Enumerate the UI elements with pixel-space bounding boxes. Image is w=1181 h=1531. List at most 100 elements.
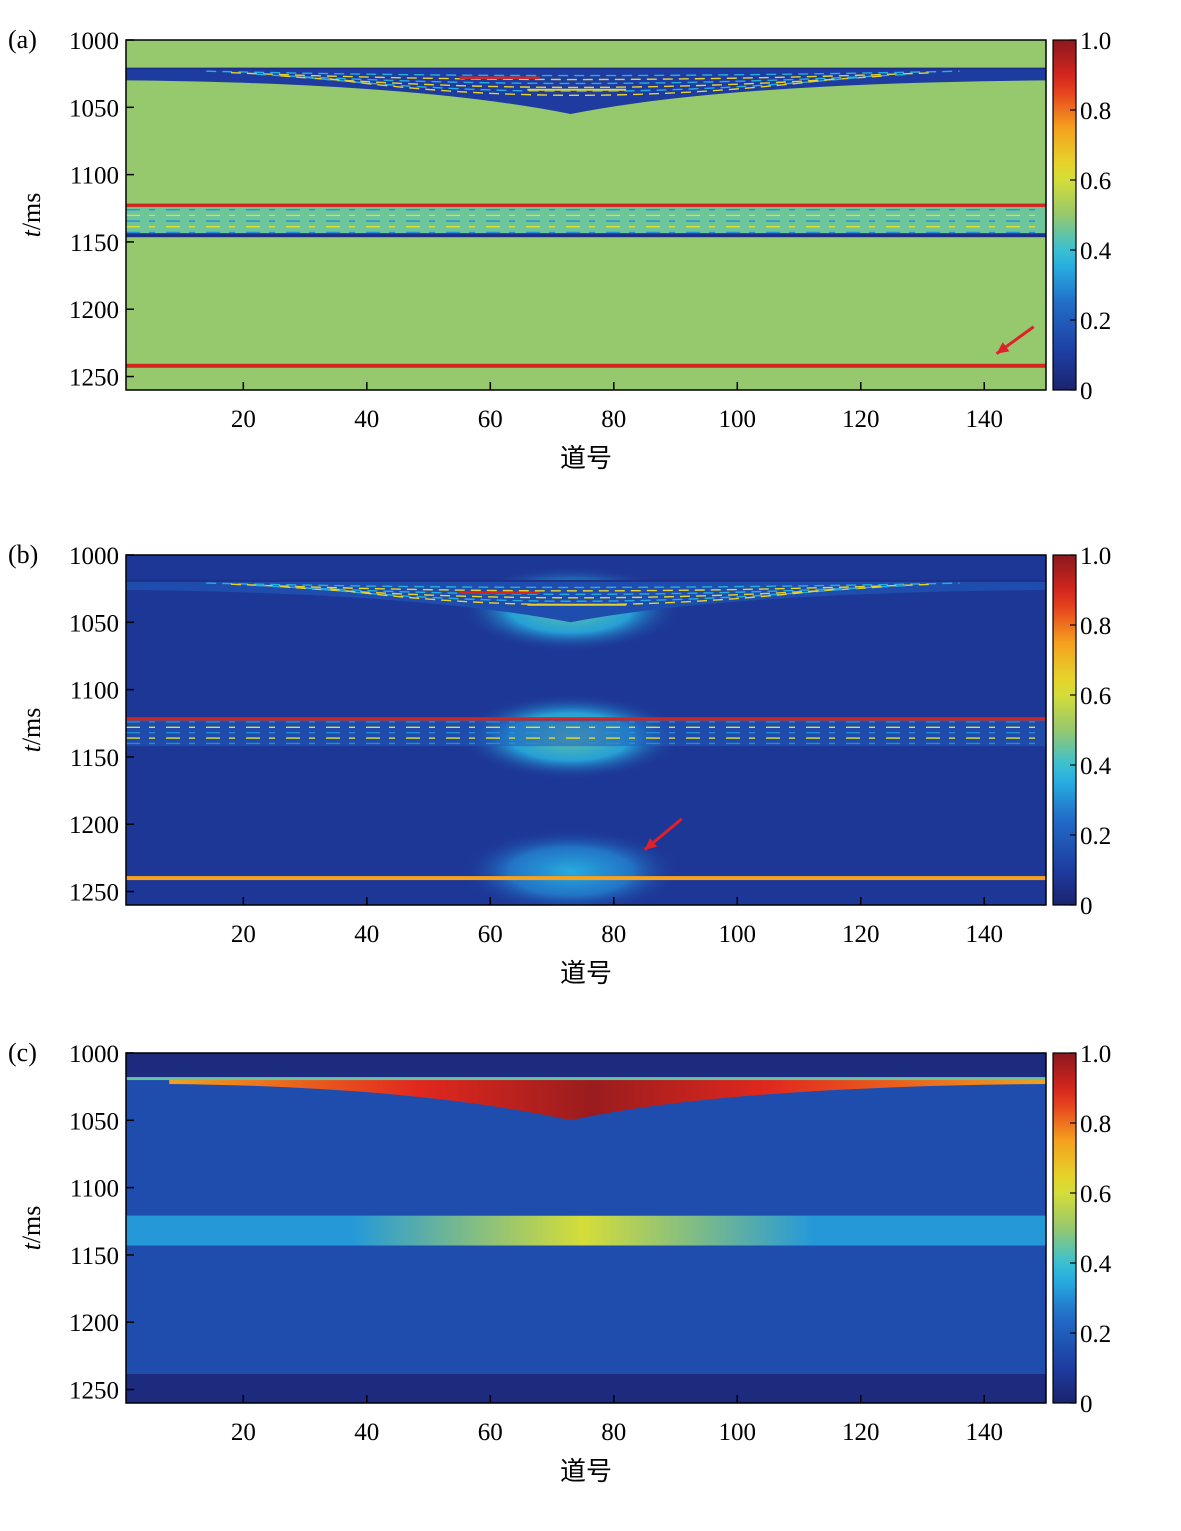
colorbar-tick-label: 0.8 bbox=[1080, 98, 1111, 125]
x-tick-label: 40 bbox=[354, 1419, 379, 1446]
x-tick-label: 80 bbox=[601, 1419, 626, 1446]
heatmap-band bbox=[126, 719, 1046, 747]
colorbar bbox=[1052, 554, 1077, 906]
colorbar-tick-label: 0.2 bbox=[1080, 308, 1111, 335]
wedge-texture-line bbox=[280, 585, 886, 599]
x-tick-label: 60 bbox=[478, 921, 503, 948]
colorbar-tick-label: 0.6 bbox=[1080, 1181, 1111, 1208]
x-tick-label: 60 bbox=[478, 1419, 503, 1446]
arrow-head bbox=[996, 342, 1010, 354]
colorbar-tick-label: 1.0 bbox=[1080, 28, 1111, 55]
colorbar-tick-label: 0.4 bbox=[1080, 1251, 1112, 1278]
y-tick-label: 1150 bbox=[70, 745, 119, 772]
y-tick-label: 1100 bbox=[70, 678, 119, 705]
colorbar bbox=[1052, 39, 1077, 391]
heatmap-layer bbox=[126, 1053, 1046, 1079]
wedge-texture-line bbox=[329, 78, 837, 96]
x-tick-label: 140 bbox=[966, 1419, 1004, 1446]
x-tick-label: 40 bbox=[354, 921, 379, 948]
y-tick-label: 1050 bbox=[69, 610, 119, 637]
x-axis-title: 道号 bbox=[560, 959, 612, 988]
x-tick-label: 80 bbox=[601, 921, 626, 948]
x-tick-label: 60 bbox=[478, 406, 503, 433]
horizon-line bbox=[126, 1077, 1046, 1081]
x-tick-label: 100 bbox=[719, 406, 757, 433]
wedge-texture-line bbox=[255, 73, 911, 85]
y-axis-title: t/ms bbox=[17, 708, 46, 753]
y-tick-label: 1050 bbox=[69, 1108, 119, 1135]
heatmap-chart-c: 20 40 60 80 100 120 140 1000 1050 1100 1150 1200 125… bbox=[8, 1038, 1112, 1486]
wedge-texture-line bbox=[206, 582, 960, 589]
x-tick-label: 40 bbox=[354, 406, 379, 433]
wedge-texture-line bbox=[230, 583, 935, 592]
colorbar-tick-label: 0.2 bbox=[1080, 823, 1111, 850]
plot-frame bbox=[125, 554, 1047, 906]
x-tick-label: 80 bbox=[601, 406, 626, 433]
x-axis-title: 道号 bbox=[560, 1457, 612, 1486]
colorbar-tick-label: 0 bbox=[1080, 1391, 1093, 1418]
x-tick-label: 120 bbox=[842, 406, 880, 433]
y-tick-label: 1250 bbox=[69, 365, 119, 392]
y-tick-label: 1150 bbox=[70, 230, 119, 257]
x-tick-label: 140 bbox=[966, 406, 1004, 433]
y-tick-label: 1200 bbox=[69, 812, 119, 839]
y-tick-label: 1000 bbox=[69, 28, 119, 55]
panel-c: 20 40 60 80 100 120 140 1000 1050 1100 1150 1200 125… bbox=[0, 1013, 1181, 1531]
colorbar-tick-label: 0.8 bbox=[1080, 1111, 1111, 1138]
plot-frame bbox=[125, 39, 1047, 391]
panel-a: 20 40 60 80 100 120 140 1000 1050 1100 1150 1200 125… bbox=[0, 0, 1181, 500]
wedge-texture-line bbox=[304, 76, 861, 93]
plot-frame bbox=[125, 1052, 1047, 1404]
y-axis-title: t/ms bbox=[17, 1206, 46, 1251]
x-tick-label: 20 bbox=[231, 406, 256, 433]
y-tick-label: 1100 bbox=[70, 1176, 119, 1203]
y-tick-label: 1000 bbox=[69, 543, 119, 570]
colorbar-tick-label: 0.6 bbox=[1080, 168, 1111, 195]
x-tick-label: 140 bbox=[966, 921, 1004, 948]
x-tick-label: 100 bbox=[719, 1419, 757, 1446]
y-tick-label: 1200 bbox=[69, 297, 119, 324]
heatmap-layer bbox=[126, 1215, 1046, 1246]
panel-label: (b) bbox=[8, 540, 38, 569]
y-tick-label: 1150 bbox=[70, 1243, 119, 1270]
wedge-body bbox=[169, 1078, 1046, 1121]
heatmap-field bbox=[126, 1053, 1046, 1403]
wedge-texture-line bbox=[280, 75, 886, 89]
heatmap-chart-a: 20 40 60 80 100 120 140 1000 1050 1100 1150 1200 125… bbox=[8, 25, 1112, 473]
heatmap-band bbox=[126, 206, 1046, 236]
heatmap-layer bbox=[126, 1373, 1046, 1403]
colorbar-tick-label: 0.6 bbox=[1080, 683, 1111, 710]
heatmap-field bbox=[126, 40, 1046, 390]
horizon-line bbox=[126, 203, 1046, 208]
arrow-head bbox=[644, 837, 658, 850]
colorbar bbox=[1052, 1052, 1077, 1404]
y-tick-label: 1250 bbox=[69, 880, 119, 907]
wedge-texture-line bbox=[230, 71, 935, 81]
y-tick-label: 1100 bbox=[70, 163, 119, 190]
y-tick-label: 1050 bbox=[69, 95, 119, 122]
y-tick-label: 1200 bbox=[69, 1310, 119, 1337]
heatmap-field bbox=[126, 555, 1046, 905]
x-axis-title: 道号 bbox=[560, 444, 612, 473]
colorbar-tick-label: 1.0 bbox=[1080, 1041, 1111, 1068]
x-tick-label: 100 bbox=[719, 921, 757, 948]
colorbar-tick-label: 0 bbox=[1080, 378, 1093, 405]
colorbar-tick-label: 0.4 bbox=[1080, 238, 1112, 265]
x-tick-label: 120 bbox=[842, 921, 880, 948]
panel-label: (a) bbox=[8, 25, 37, 54]
y-tick-label: 1250 bbox=[69, 1378, 119, 1405]
heatmap-layer bbox=[126, 1245, 1046, 1374]
panel-b: 20 40 60 80 100 120 140 1000 1050 1100 1150 1200 125… bbox=[0, 515, 1181, 1015]
x-tick-label: 120 bbox=[842, 1419, 880, 1446]
horizon-line bbox=[126, 233, 1046, 238]
panel-label: (c) bbox=[8, 1038, 37, 1067]
colorbar-tick-label: 0.4 bbox=[1080, 753, 1112, 780]
colorbar-tick-label: 1.0 bbox=[1080, 543, 1111, 570]
colorbar-tick-label: 0.8 bbox=[1080, 613, 1111, 640]
wedge-texture-line bbox=[255, 584, 911, 596]
wedge-texture-line bbox=[206, 70, 960, 77]
heatmap-chart-b: 20 40 60 80 100 120 140 1000 1050 1100 1150 1200 125… bbox=[8, 540, 1112, 988]
horizon-line bbox=[126, 876, 1046, 881]
x-tick-label: 20 bbox=[231, 1419, 256, 1446]
horizon-line bbox=[126, 363, 1046, 368]
